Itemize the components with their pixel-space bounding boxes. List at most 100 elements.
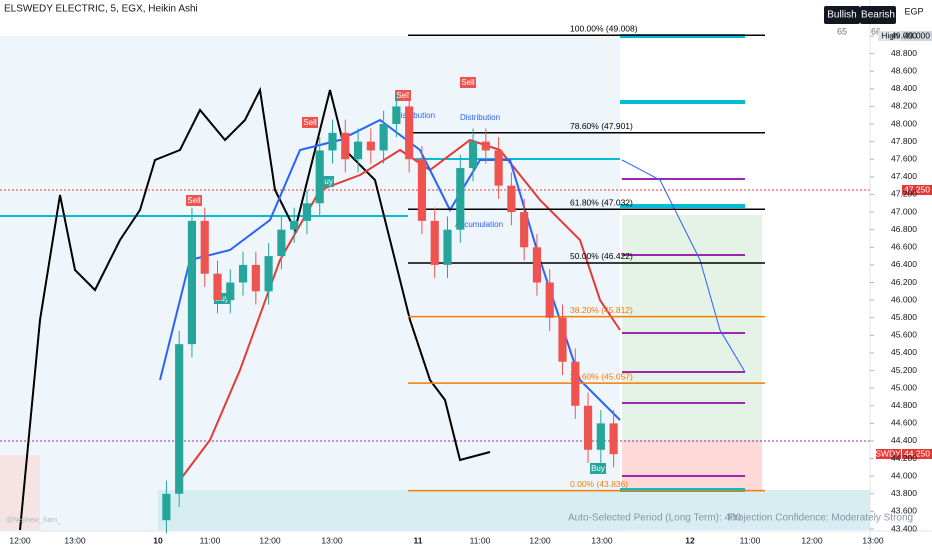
y-tick-label: 46.400 [891, 259, 917, 269]
x-tick-label: 12:00 [529, 535, 551, 545]
label-bg [902, 31, 932, 41]
stop-box [622, 440, 762, 491]
candle-body [405, 106, 414, 160]
y-tick-label: 48.000 [891, 118, 917, 128]
y-tick-label: 46.200 [891, 277, 917, 287]
annotation: Distribution [395, 111, 435, 120]
y-tick-label: 44.000 [891, 470, 917, 480]
fib-label: 50.00% (46.422) [570, 251, 633, 261]
y-tick-label: 48.200 [891, 101, 917, 111]
confidence-text: Projection Confidence: Moderately Strong [728, 513, 913, 524]
x-tick-label: 12:00 [259, 535, 281, 545]
candle-body [583, 405, 593, 450]
y-tick-label: 46.800 [891, 224, 917, 234]
candle-body [596, 423, 605, 450]
trend-line [159, 118, 621, 421]
y-tick-label: 44.200 [891, 453, 917, 463]
y-tick-label: 44.400 [891, 435, 917, 445]
y-tick-label: 44.800 [891, 400, 917, 410]
signal-bg [590, 463, 606, 474]
candle-body [430, 220, 439, 265]
projection-line [621, 159, 746, 373]
candle-body [264, 256, 273, 292]
candle-body [443, 229, 452, 265]
y-tick-label: 47.800 [891, 136, 917, 146]
x-tick-label: 11 [414, 535, 423, 545]
x-tick-label: 12 [685, 535, 695, 545]
watermark: @Nephew_Sam_ [6, 517, 61, 524]
y-tick-label: 46.600 [891, 242, 917, 252]
x-tick-label: 13:00 [64, 535, 86, 545]
signal-bg [214, 293, 230, 304]
y-tick-label: 49.000 [891, 30, 917, 40]
period-text: Auto-Selected Period (Long Term): 400 [568, 513, 742, 524]
fib-label: 61.80% (47.032) [570, 198, 633, 208]
fib-label: 23.60% (45.057) [570, 371, 633, 381]
signal-bg [395, 90, 411, 101]
candle-body [162, 493, 171, 521]
y-tick-label: 47.400 [891, 171, 917, 181]
chart-title: ELSWEDY ELECTRIC, 5, EGX, Heikin Ashi [4, 4, 198, 15]
candle-body [226, 282, 235, 301]
sell-signal: Sell [187, 196, 201, 205]
signal-bg [318, 176, 334, 187]
x-tick-label: 12:00 [9, 535, 31, 545]
candle-body [532, 247, 542, 283]
label-bg [902, 449, 932, 459]
high-price: 49.000 [904, 30, 930, 40]
label-bg [902, 185, 932, 195]
last-price: 44.250 [904, 448, 930, 458]
sell-signal: Sell [303, 118, 317, 127]
y-tick-label: 43.800 [891, 488, 917, 498]
buy-signal: Buy [591, 464, 605, 473]
signal-bg [186, 195, 202, 206]
candle-body [251, 264, 260, 292]
line-price: 47.250 [904, 184, 930, 194]
candle-body [315, 150, 324, 204]
y-tick-label: 46.000 [891, 294, 917, 304]
bearish-button[interactable]: Bearish [861, 10, 895, 21]
bullish-button[interactable]: Bullish [827, 10, 856, 21]
x-tick-label: 11:00 [740, 535, 761, 545]
count: 65 [837, 26, 847, 36]
candle-body [213, 273, 222, 301]
candle-body [545, 282, 554, 318]
zone [0, 36, 620, 531]
y-tick-label: 45.800 [891, 312, 917, 322]
fib-label: 78.60% (47.901) [570, 121, 633, 131]
currency: EGP [904, 6, 923, 16]
fib-label: 0.00% (43.836) [570, 479, 628, 489]
y-tick-label: 44.600 [891, 418, 917, 428]
zone-left [0, 455, 40, 530]
candle-body [277, 229, 286, 257]
signal-bg [460, 77, 476, 88]
x-tick-label: 13:00 [321, 535, 343, 545]
y-tick-label: 47.600 [891, 154, 917, 164]
candle-body [200, 220, 209, 274]
button-bg[interactable] [860, 6, 896, 24]
projection-line [19, 86, 491, 531]
candle-body [379, 124, 388, 151]
y-tick-label: 43.400 [891, 523, 917, 533]
candle-body [571, 361, 580, 406]
y-tick-label: 48.600 [891, 65, 917, 75]
target-box [622, 215, 762, 440]
y-tick-label: 45.200 [891, 365, 917, 375]
x-tick-label: 11:00 [200, 535, 221, 545]
button-bg[interactable] [824, 6, 860, 24]
candle-body [417, 159, 427, 221]
y-tick-label: 48.800 [891, 48, 917, 58]
candle-body [481, 141, 490, 151]
annotation: Distribution [460, 113, 500, 122]
candle-body [302, 203, 312, 221]
y-tick-label: 43.600 [891, 506, 917, 516]
candle-body [175, 344, 184, 494]
candle-body [609, 423, 618, 455]
candle-body [520, 212, 529, 248]
symbol: SWDY [875, 448, 901, 458]
candle-body [507, 185, 516, 213]
y-tick-label: 47.000 [891, 206, 917, 216]
sell-signal: Sell [396, 91, 410, 100]
candle-body [353, 141, 363, 160]
